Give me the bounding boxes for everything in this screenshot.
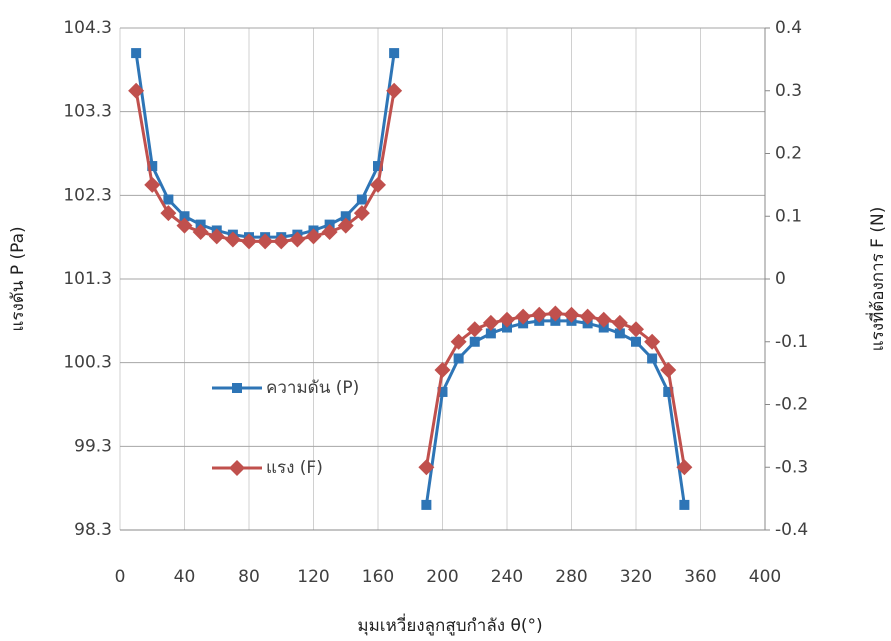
marker — [128, 82, 145, 99]
y2-tick-label: -0.2 — [775, 395, 808, 415]
y-tick-label: 101.3 — [63, 269, 112, 289]
marker — [370, 176, 386, 193]
marker — [531, 306, 548, 323]
marker — [614, 328, 625, 339]
marker — [131, 48, 142, 59]
legend-label: ความดัน (P) — [266, 378, 359, 398]
y2-tick-label: 0.1 — [775, 206, 802, 226]
marker — [563, 306, 580, 323]
marker — [595, 311, 612, 328]
x-tick-label: 280 — [555, 567, 587, 587]
marker — [676, 459, 693, 476]
marker — [628, 321, 644, 338]
x-tick-label: 200 — [426, 567, 458, 587]
marker — [163, 194, 174, 205]
marker — [373, 161, 383, 172]
marker — [499, 311, 515, 328]
marker — [386, 82, 403, 99]
y-axis-title: แรงดัน P (Pa) — [8, 226, 28, 331]
marker — [356, 194, 367, 205]
marker — [389, 48, 400, 59]
marker — [144, 176, 161, 193]
marker — [421, 499, 432, 510]
marker — [340, 211, 351, 222]
marker — [663, 386, 674, 397]
marker — [647, 353, 658, 364]
x-tick-label: 160 — [362, 567, 394, 587]
y-tick-label: 99.3 — [74, 436, 112, 456]
marker — [192, 223, 209, 240]
marker — [224, 231, 241, 248]
x-tick-label: 0 — [115, 567, 126, 587]
marker — [434, 361, 451, 378]
y2-tick-label: 0 — [775, 269, 786, 289]
marker — [660, 361, 677, 378]
legend-label: แรง (F) — [266, 458, 323, 478]
marker — [273, 233, 290, 250]
legend-marker — [229, 460, 245, 476]
y2-tick-label: -0.3 — [775, 457, 808, 477]
y2-tick-label: -0.1 — [775, 332, 808, 352]
marker — [208, 228, 225, 245]
x-axis-title: มุมเหวี่ยงลูกสูบกำลัง θ(°) — [357, 613, 542, 636]
y2-axis-title: แรงที่ต้องการ F (N) — [865, 207, 888, 352]
y2-tick-label: 0.4 — [775, 18, 802, 38]
marker — [147, 161, 158, 172]
y2-tick-label: -0.4 — [775, 520, 808, 540]
marker — [450, 333, 467, 350]
x-tick-label: 360 — [684, 567, 716, 587]
x-tick-label: 80 — [238, 567, 260, 587]
y2-tick-label: 0.3 — [775, 81, 802, 101]
y-tick-label: 102.3 — [63, 185, 112, 205]
x-tick-label: 240 — [491, 567, 523, 587]
y-tick-label: 98.3 — [74, 520, 112, 540]
marker — [289, 231, 306, 248]
x-tick-label: 40 — [174, 567, 196, 587]
marker — [241, 233, 257, 250]
marker — [418, 459, 435, 476]
marker — [644, 333, 661, 350]
marker — [160, 205, 177, 222]
marker — [466, 321, 483, 338]
marker — [679, 499, 690, 510]
x-tick-label: 400 — [749, 567, 781, 587]
marker — [337, 217, 354, 234]
marker — [547, 305, 564, 322]
y-tick-label: 103.3 — [63, 102, 112, 122]
y-tick-label: 100.3 — [63, 353, 112, 373]
marker — [257, 233, 274, 250]
marker — [176, 217, 193, 234]
marker — [469, 336, 480, 347]
marker — [611, 314, 628, 331]
marker — [321, 223, 338, 240]
legend-marker — [232, 383, 242, 393]
x-tick-label: 120 — [297, 567, 329, 587]
marker — [485, 328, 496, 339]
marker — [453, 353, 464, 364]
marker — [437, 386, 448, 397]
marker — [631, 336, 641, 347]
marker — [515, 308, 532, 325]
y2-tick-label: 0.2 — [775, 144, 802, 164]
marker — [353, 205, 370, 222]
marker — [579, 308, 596, 325]
marker — [179, 211, 190, 222]
marker — [482, 314, 499, 331]
marker — [305, 228, 322, 245]
y-tick-label: 104.3 — [63, 18, 112, 38]
x-tick-label: 320 — [620, 567, 652, 587]
